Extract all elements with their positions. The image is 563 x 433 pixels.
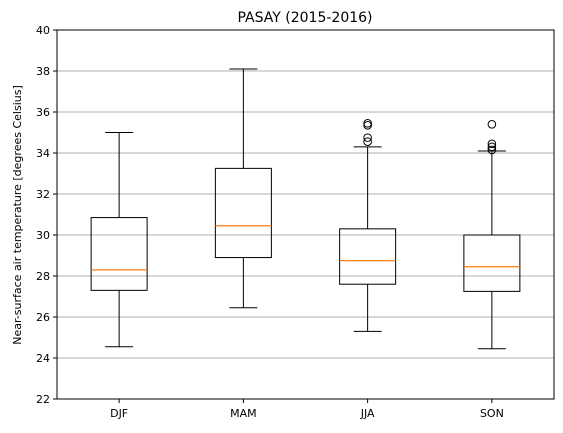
outlier-point [363, 133, 372, 142]
outlier-point [363, 118, 372, 128]
y-axis-ticks: 22 24 26 28 30 32 34 36 38 40 [36, 24, 57, 406]
box-iqr [90, 217, 148, 291]
y-tick-label: 32 [36, 188, 50, 201]
y-tick-label: 22 [36, 393, 50, 406]
box-iqr [214, 167, 272, 259]
chart-title: PASAY (2015-2016) [238, 10, 373, 26]
boxes-layer [90, 68, 521, 350]
box-group [90, 132, 148, 348]
outlier-point [363, 121, 372, 130]
box-group [339, 118, 397, 332]
y-tick-label: 26 [36, 311, 50, 324]
plot-frame [56, 29, 555, 400]
outlier-point [487, 142, 497, 152]
y-tick-label: 30 [36, 229, 50, 242]
x-tick-label: JJA [360, 407, 375, 420]
y-axis-label: Near-surface air temperature [degrees Ce… [11, 85, 24, 344]
y-tick-label: 24 [36, 352, 50, 365]
y-tick-label: 38 [36, 65, 50, 78]
box-group [463, 120, 521, 350]
y-tick-label: 34 [36, 147, 50, 160]
outlier-point [363, 137, 372, 147]
outlier-point [487, 120, 497, 129]
x-tick-label: MAM [230, 407, 257, 420]
x-tick-label: DJF [110, 407, 128, 420]
outlier-point [487, 145, 497, 155]
box-iqr [339, 228, 397, 285]
y-tick-label: 36 [36, 106, 50, 119]
box-iqr [463, 234, 521, 292]
y-tick-label: 28 [36, 270, 50, 283]
x-axis-ticks: DJF MAM JJA SON [110, 399, 504, 420]
y-tick-label: 40 [36, 24, 50, 37]
outlier-point [487, 139, 497, 149]
x-tick-label: SON [480, 407, 504, 420]
grid-lines [57, 70, 554, 359]
box-group [214, 68, 272, 309]
